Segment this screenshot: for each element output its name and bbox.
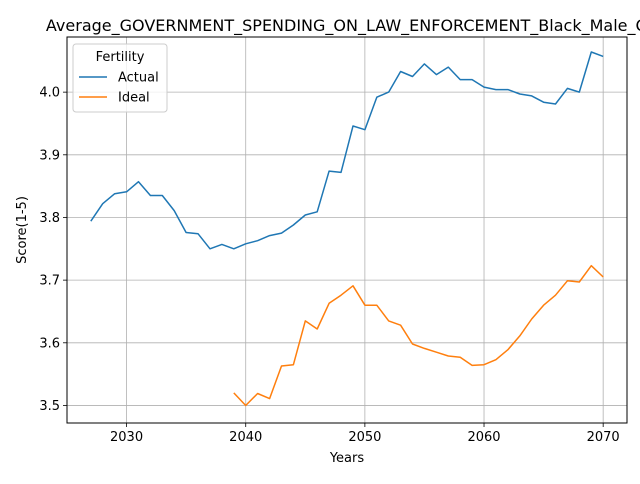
axis-ticks: 2030 2040 2050 2060 2070 3.5 3.6 3.7 3.8 3.9 4.0 xyxy=(39,86,619,445)
grid xyxy=(67,37,627,423)
y-axis-title: Score(1-5) xyxy=(15,196,30,264)
y-tick-label: 3.6 xyxy=(39,336,60,351)
y-tick-label: 3.8 xyxy=(39,211,60,226)
y-tick-label: 3.5 xyxy=(39,399,60,414)
legend-box xyxy=(72,43,168,113)
series-line-ideal xyxy=(233,264,604,407)
series-line-actual xyxy=(90,51,604,250)
x-tick-label: 2050 xyxy=(348,430,381,445)
legend-label-ideal: Ideal xyxy=(118,91,150,106)
x-tick-label: 2030 xyxy=(110,430,143,445)
chart-title: Average_GOVERNMENT_SPENDING_ON_LAW_ENFOR… xyxy=(46,16,640,36)
y-tick-label: 4.0 xyxy=(39,86,60,101)
legend-label-actual: Actual xyxy=(118,71,159,86)
x-tick-label: 2060 xyxy=(467,430,500,445)
plot-frame xyxy=(66,36,628,424)
legend: Fertility Actual Ideal xyxy=(72,43,168,113)
x-tick-label: 2070 xyxy=(587,430,620,445)
y-tick-label: 3.9 xyxy=(39,148,60,163)
x-axis-title: Years xyxy=(329,451,365,466)
legend-title: Fertility xyxy=(96,50,145,65)
x-tick-label: 2040 xyxy=(229,430,262,445)
series-layer xyxy=(90,51,604,407)
y-tick-label: 3.7 xyxy=(39,274,60,289)
